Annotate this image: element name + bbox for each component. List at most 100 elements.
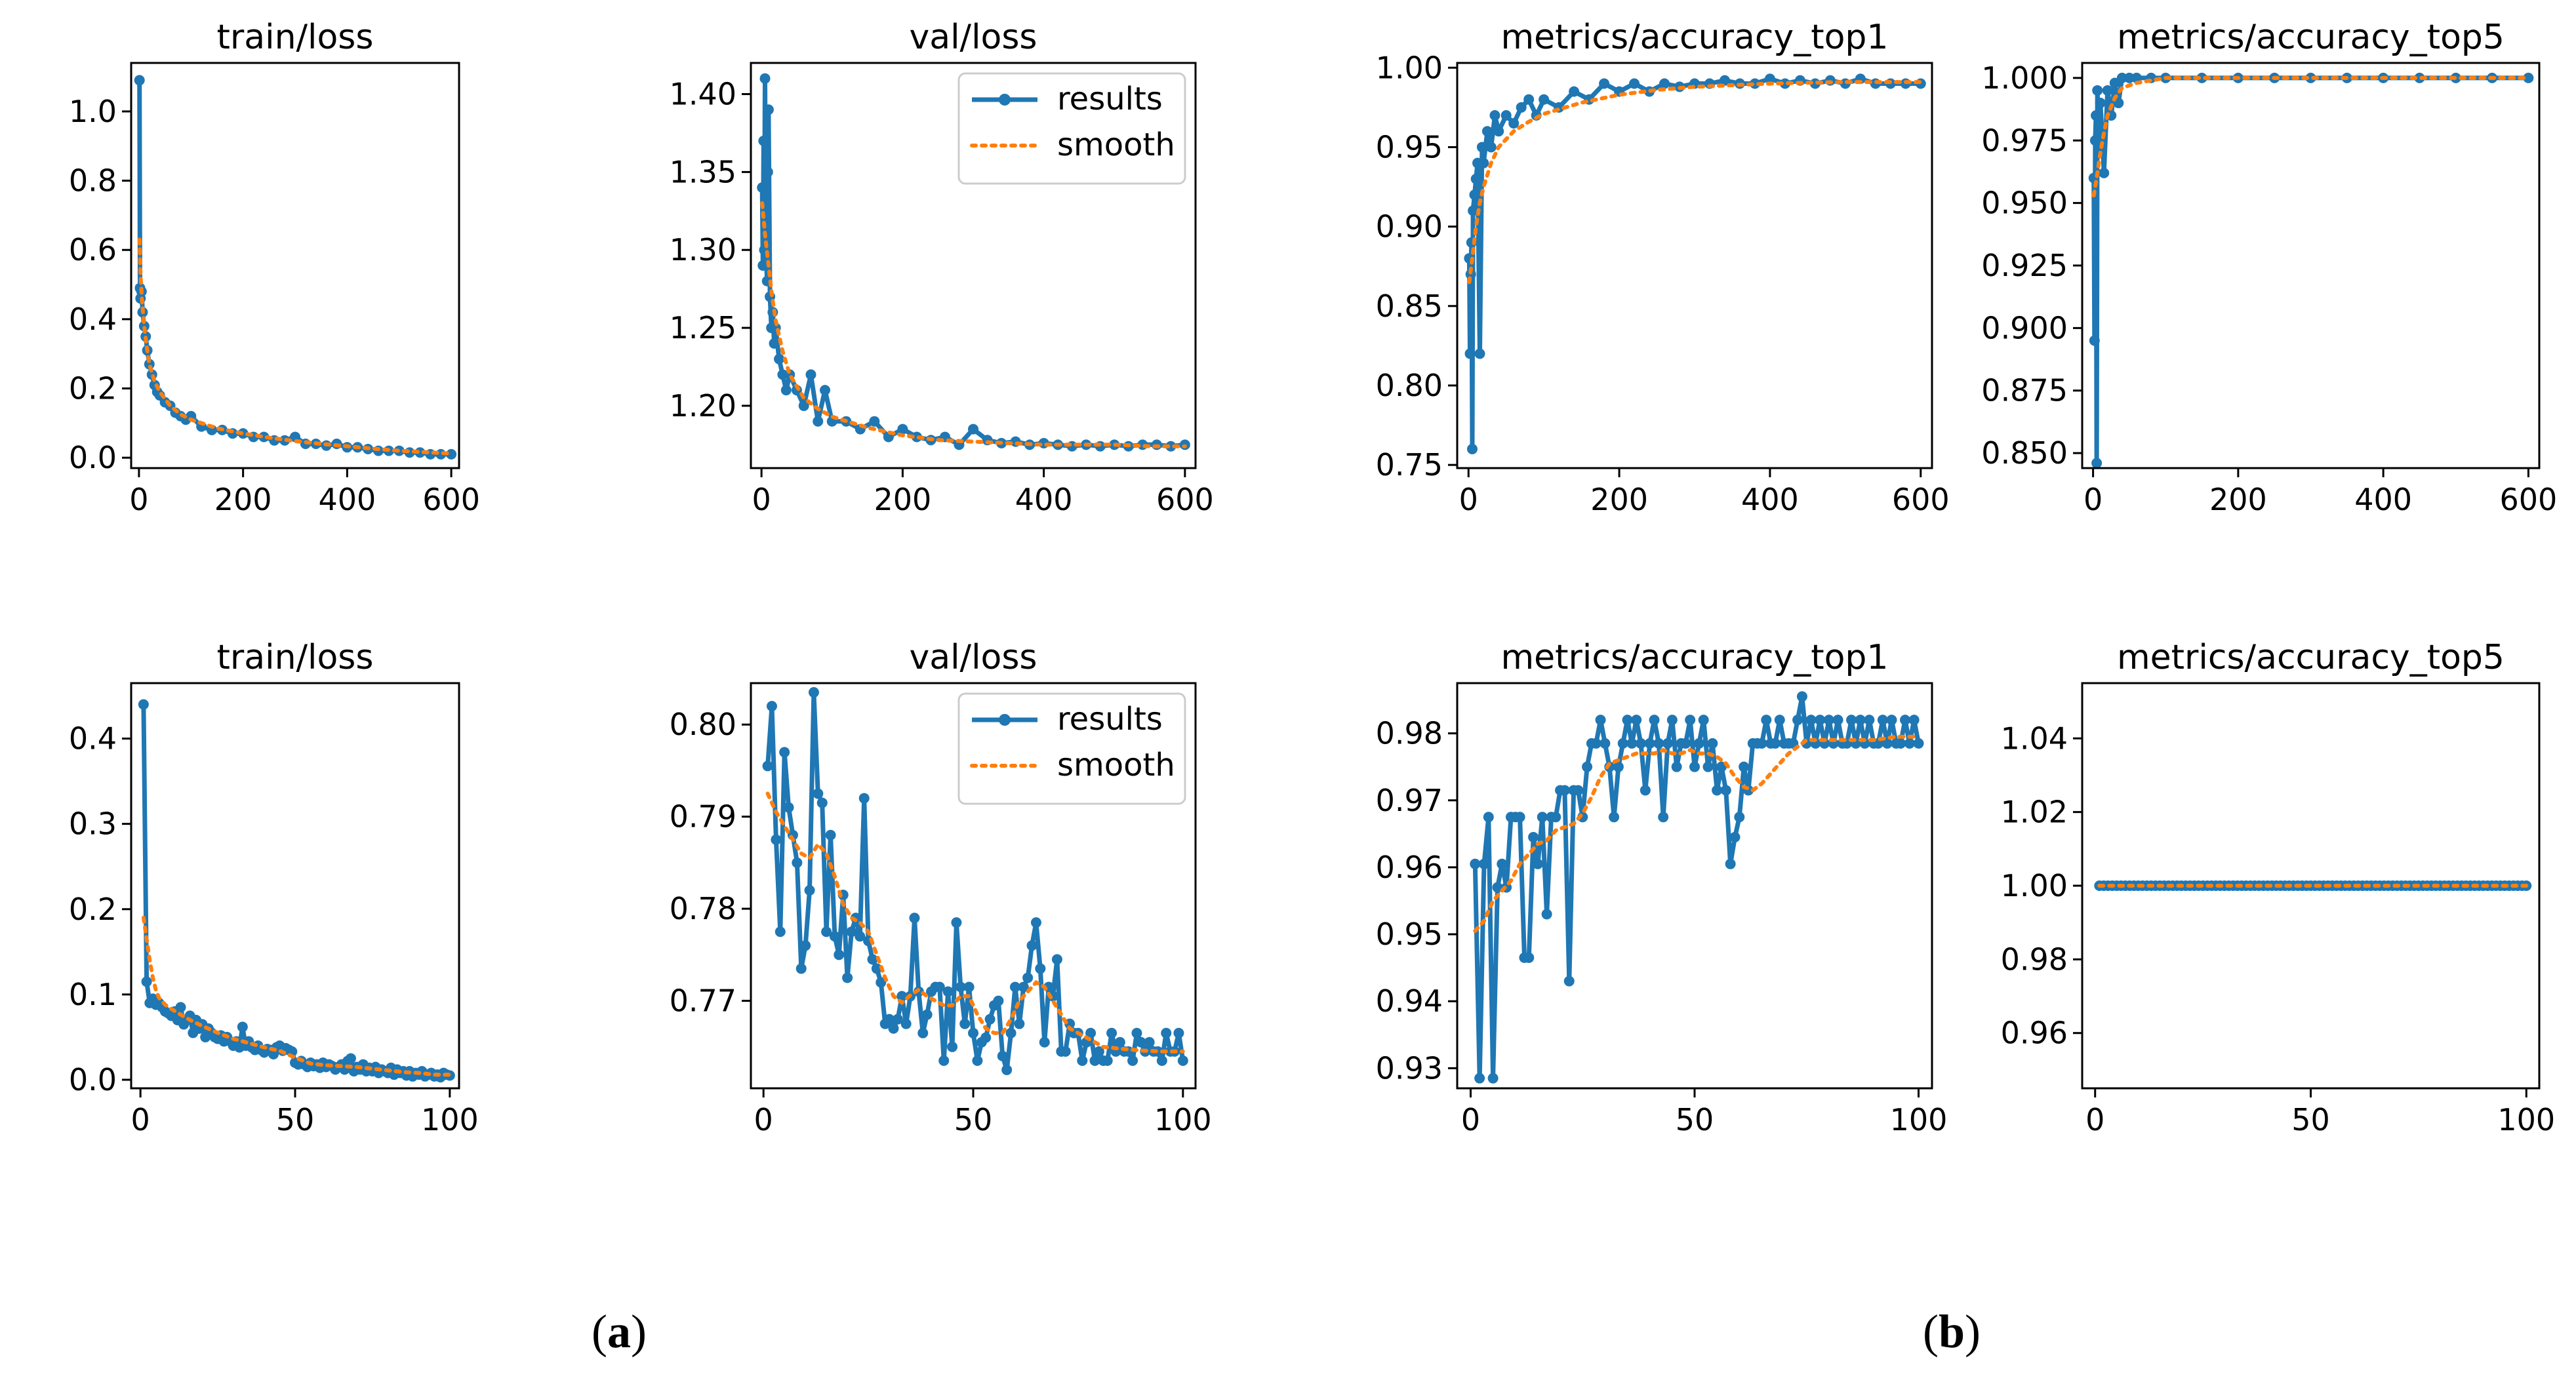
chart-a-2-results-point	[798, 400, 809, 411]
chart-b-3-results-point	[1702, 761, 1714, 772]
chart-a-2-title: val/loss	[909, 18, 1037, 57]
chart-b-3-results-point	[1877, 715, 1888, 726]
chart-b-3-ytick-label: 0.93	[1376, 1050, 1443, 1086]
chart-a-3-results-line	[1466, 76, 1921, 452]
chart-a-3-ytick-label: 0.80	[1376, 368, 1443, 403]
chart-b-3-results-point	[1725, 858, 1736, 869]
chart-a-2-results-point	[968, 424, 978, 435]
chart-a-2-xtick-label: 600	[1156, 482, 1214, 517]
chart-a-1-xtick-label: 400	[318, 482, 376, 517]
chart-b-3-plot-area	[1470, 691, 1924, 1084]
chart-a-4-results-point	[2102, 85, 2113, 96]
chart-b-2-results-point	[1060, 1046, 1071, 1057]
chart-b-1-xtick-label: 0	[131, 1102, 150, 1137]
chart-b-2-results-point	[884, 1014, 895, 1025]
chart-a-3-results-point	[1569, 86, 1580, 97]
chart-b-2-results-point	[792, 857, 803, 868]
chart-b-3-results-point	[1734, 812, 1745, 823]
chart-b-4-title: metrics/accuracy_top5	[2117, 638, 2505, 677]
chart-b-2-results-point	[762, 760, 773, 772]
chart-b-3-results-point	[1563, 976, 1575, 987]
chart-b-3-results-point	[1595, 715, 1606, 726]
chart-a-3-results-point	[1599, 78, 1610, 89]
chart-a-3-ytick-label: 0.95	[1376, 129, 1443, 165]
chart-b-1-results-point	[175, 1002, 186, 1013]
chart-a-1-xtick-label: 0	[129, 482, 148, 517]
chart-b-2-legend-results-label: results	[1057, 701, 1163, 738]
chart-a-2-ytick-label: 1.35	[670, 154, 736, 189]
chart-b-2-legend-smooth-label: smooth	[1057, 747, 1175, 783]
chart-a-2-ytick-label: 1.25	[670, 310, 736, 346]
chart-b-3-results-point	[1685, 715, 1696, 726]
chart-a-2-results-point	[805, 369, 816, 380]
chart-b-2-results-point	[1035, 963, 1046, 974]
chart-a-1-ytick-label: 0.2	[69, 371, 117, 406]
chart-b-3-results-point	[1550, 812, 1561, 823]
chart-b-2-results-point	[909, 913, 920, 924]
chart-b-1-ytick-label: 0.2	[69, 892, 117, 927]
chart-a-2-xtick-label: 0	[752, 482, 771, 517]
chart-a-3-results-point	[1516, 102, 1527, 113]
chart-a-1-ytick-label: 0.0	[69, 440, 117, 475]
chart-b-2-results-point	[1018, 981, 1029, 993]
chart-b-3-results-point	[1590, 738, 1601, 749]
chart-a-2-results-point	[758, 135, 769, 146]
chart-b-1: train/loss 0 50 100 0.0 0.1 0.2 0.3 0.4	[69, 638, 479, 1137]
chart-b-1-xtick-label: 100	[421, 1102, 479, 1137]
chart-b-2-results-point	[816, 797, 828, 808]
chart-b-3-results-point	[1864, 715, 1875, 726]
chart-b-3-results-point	[1886, 715, 1897, 726]
chart-b-3-ytick-label: 0.98	[1376, 716, 1443, 751]
chart-b-2-results-point	[947, 1041, 958, 1052]
chart-a-4-results-point	[2091, 110, 2102, 121]
chart-a-3-ytick-label: 0.85	[1376, 288, 1443, 324]
chart-b-3-results-point	[1523, 952, 1535, 963]
chart-b-2-results-point	[855, 931, 866, 942]
chart-b-2-xtick-label: 50	[954, 1102, 993, 1137]
chart-b-3-results-point	[1823, 715, 1834, 726]
chart-b-2-results-point	[779, 747, 790, 758]
chart-b-2-results-point	[825, 829, 836, 840]
chart-b-3-results-point	[1846, 715, 1857, 726]
chart-b-3-results-point	[1729, 831, 1741, 842]
chart-b-3-results-point	[1792, 715, 1803, 726]
chart-b-3-results-point	[1636, 738, 1647, 749]
chart-a-4-title: metrics/accuracy_top5	[2117, 18, 2505, 57]
chart-a-3-results-point	[1476, 142, 1487, 153]
chart-b-2-results-point	[938, 1055, 950, 1066]
chart-a-3-results-point	[1481, 126, 1493, 137]
chart-a-3-axes-frame	[1456, 62, 1933, 469]
chart-b-3-results-point	[1474, 1073, 1485, 1084]
chart-b-2-results-point	[800, 940, 811, 951]
chart-b-2-results-point	[888, 1023, 899, 1034]
panel-label-b: (b)	[1923, 1305, 1981, 1358]
chart-a-1: train/loss 0 200 400 600 0.0 0.2 0.4 0.6 0.8 1.0	[69, 18, 480, 517]
chart-b-2-plot-area	[762, 687, 1188, 1075]
chart-a-2-legend-smooth-label: smooth	[1057, 127, 1175, 163]
chart-a-2-smooth-line	[760, 201, 1187, 448]
chart-b-3-results-point	[1913, 738, 1924, 749]
chart-a-1-ytick-label: 0.4	[69, 302, 117, 337]
chart-b-2-results-point	[1144, 1036, 1155, 1048]
chart-b-2-results-point	[871, 963, 882, 974]
chart-b-3-results-point	[1622, 715, 1633, 726]
chart-b-3-results-point	[1671, 761, 1682, 772]
chart-b-2-results-point	[775, 926, 786, 938]
chart-a-2-results-point	[762, 167, 773, 178]
chart-b-3-results-point	[1537, 812, 1548, 823]
chart-a-1-ytick-label: 0.8	[69, 163, 117, 199]
chart-b-3-results-line	[1472, 694, 1921, 1081]
chart-b-2-results-line	[765, 690, 1186, 1073]
chart-b-3-results-point	[1707, 738, 1718, 749]
chart-b-4-ytick-label: 0.96	[2001, 1016, 2068, 1051]
chart-a-2-plot-area	[757, 73, 1190, 452]
chart-a-4-results-point	[2099, 167, 2110, 178]
chart-b-3-results-point	[1904, 738, 1915, 749]
chart-a-4-plot-area	[2088, 72, 2534, 468]
chart-b-3-results-point	[1855, 715, 1866, 726]
chart-a-2-legend-results-marker	[999, 94, 1011, 106]
chart-a-3-plot-area	[1464, 73, 1926, 454]
chart-b-2-results-point	[997, 1050, 1008, 1061]
chart-b-2-results-point	[808, 687, 819, 698]
chart-b-3-results-point	[1582, 761, 1593, 772]
